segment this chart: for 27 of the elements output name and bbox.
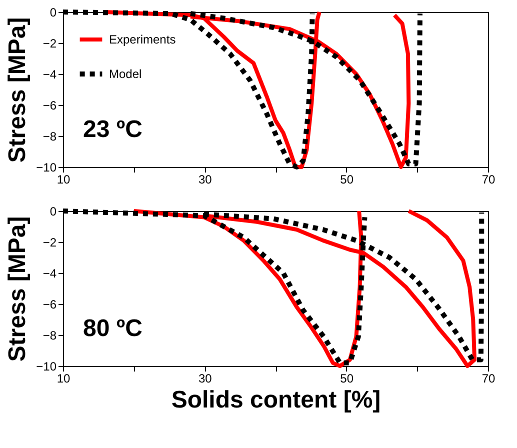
x-tick-label: 30 <box>198 372 212 386</box>
x-tick-label: 50 <box>340 172 354 186</box>
y-tick-label: −8 <box>42 328 57 342</box>
y-tick-label: −10 <box>36 360 57 374</box>
y-tick-label: −6 <box>42 98 57 112</box>
y-axis-title: Stress [MPa] <box>4 216 32 362</box>
x-tick-label: 50 <box>340 372 354 386</box>
y-tick-label: −8 <box>42 130 57 144</box>
y-tick-label: −10 <box>36 160 57 174</box>
x-tick-label: 30 <box>198 172 212 186</box>
annotation: 23 ºC <box>83 116 142 143</box>
annotation: 80 ºC <box>83 315 142 342</box>
legend-label: Experiments <box>109 32 176 46</box>
legend-label: Model <box>109 67 142 81</box>
x-tick-label: 10 <box>56 372 70 386</box>
y-tick-label: −6 <box>42 298 57 312</box>
y-tick-label: 0 <box>50 6 57 20</box>
y-tick-label: −4 <box>42 68 57 82</box>
y-tick-label: −2 <box>42 36 57 50</box>
x-tick-label: 70 <box>482 372 496 386</box>
y-tick-label: 0 <box>50 204 57 218</box>
y-axis-title: Stress [MPa] <box>4 17 32 163</box>
y-tick-label: −2 <box>42 236 57 250</box>
x-tick-label: 10 <box>56 172 70 186</box>
x-axis-title: Solids content [%] <box>171 386 381 414</box>
x-tick-label: 70 <box>482 172 496 186</box>
y-tick-label: −4 <box>42 266 57 280</box>
